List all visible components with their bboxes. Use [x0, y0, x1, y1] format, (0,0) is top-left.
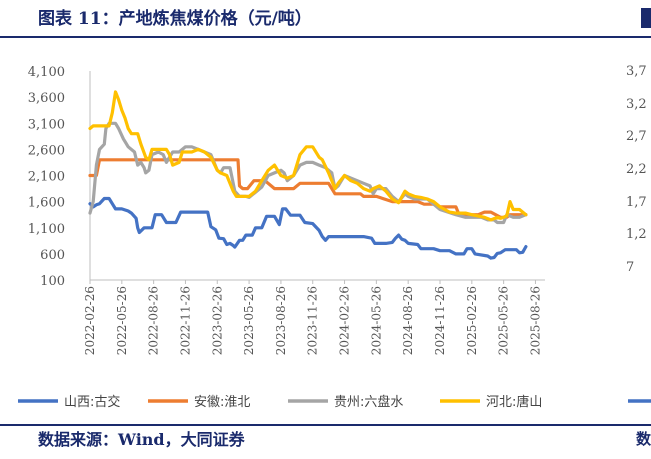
legend-label: 山西:古交 — [64, 394, 120, 410]
legend-label: 贵州:六盘水 — [334, 394, 403, 410]
x-tick-label: 2023-08-26 — [274, 286, 288, 355]
y-tick-label: 2,100 — [28, 170, 65, 185]
x-tick-label: 2022-11-26 — [178, 286, 192, 355]
chart-series — [88, 90, 528, 260]
adjacent-panel-tick: 1,7 — [626, 195, 647, 210]
adjacent-panel-tick: 2,7 — [626, 129, 647, 144]
y-tick-label: 3,100 — [28, 117, 65, 132]
y-tick-label: 1,600 — [28, 196, 65, 211]
x-tick-label: 2023-11-26 — [306, 286, 320, 355]
x-tick-label: 2025-05-26 — [497, 286, 511, 355]
series-line — [88, 90, 528, 222]
source-divider — [0, 424, 651, 426]
x-tick-label: 2023-02-26 — [210, 286, 224, 355]
x-tick-label: 2024-08-26 — [401, 286, 415, 355]
y-tick-label: 4,100 — [28, 65, 65, 80]
x-tick-label: 2025-02-26 — [465, 286, 479, 355]
y-tick-label: 100 — [40, 274, 65, 289]
x-tick-label: 2023-05-26 — [242, 286, 256, 355]
chart-axes: 100 600 1,100 1,600 2,100 2,600 3,100 3,600 4,10… — [28, 65, 545, 355]
y-tick-label: 3,600 — [28, 91, 65, 106]
adjacent-panel-peek: 3,7 3,2 2,7 2,2 1,7 1,2 7 — [626, 64, 651, 403]
x-tick-label: 2024-02-26 — [338, 286, 352, 355]
adjacent-panel-tick: 1,2 — [626, 227, 647, 242]
source-note: 数据来源：Wind，大同证券 — [38, 430, 245, 449]
x-tick-label: 2025-08-26 — [528, 286, 542, 355]
y-tick-label: 600 — [40, 248, 65, 263]
series-line — [88, 121, 528, 225]
adjacent-panel-tick: 3,2 — [626, 97, 647, 112]
series-line — [88, 158, 528, 219]
price-line-chart: 100 600 1,100 1,600 2,100 2,600 3,100 3,600 4,10… — [18, 64, 651, 410]
adjacent-panel-title-mark — [641, 8, 651, 28]
chart-title: 图表 11：产地炼焦煤价格（元/吨） — [38, 9, 312, 29]
chart-legend: 山西:古交 安徽:淮北 贵州:六盘水 河北:唐山 — [18, 394, 542, 410]
y-tick-label: 1,100 — [28, 222, 65, 237]
adjacent-panel-source-fragment: 数 — [636, 430, 651, 448]
series-line — [88, 196, 528, 260]
legend-label: 安徽:淮北 — [194, 395, 250, 410]
x-tick-label: 2022-08-26 — [147, 286, 161, 355]
x-tick-label: 2022-02-26 — [83, 286, 97, 355]
y-tick-label: 2,600 — [28, 143, 65, 158]
adjacent-panel-tick: 3,7 — [626, 64, 647, 79]
adjacent-panel-tick: 7 — [626, 260, 634, 275]
legend-label: 河北:唐山 — [486, 394, 542, 410]
adjacent-panel-tick: 2,2 — [626, 162, 647, 177]
title-divider — [0, 36, 651, 38]
x-tick-label: 2022-05-26 — [115, 286, 129, 355]
x-tick-label: 2024-11-26 — [433, 286, 447, 355]
x-tick-label: 2024-05-26 — [369, 286, 383, 355]
